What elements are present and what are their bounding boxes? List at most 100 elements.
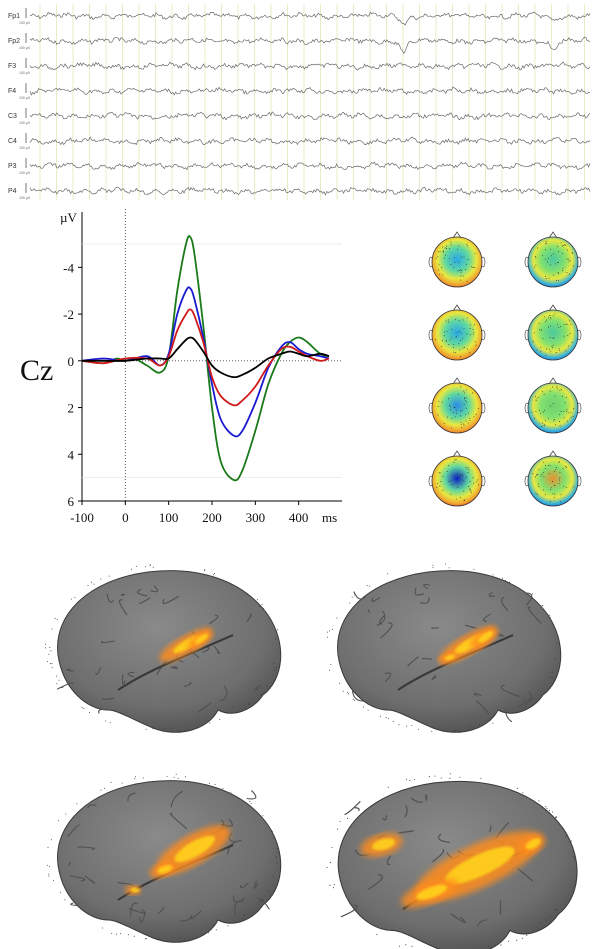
electrode-dot bbox=[459, 496, 461, 498]
speckle bbox=[271, 830, 273, 832]
electrode-dot bbox=[559, 461, 561, 463]
speckle bbox=[50, 663, 51, 665]
electrode-dot bbox=[460, 386, 462, 388]
electrode-dot bbox=[460, 474, 461, 476]
sulcus bbox=[179, 914, 193, 922]
electrode-dot bbox=[547, 317, 549, 319]
nose-icon bbox=[452, 304, 462, 312]
speckle bbox=[51, 628, 53, 630]
speckle bbox=[275, 666, 277, 668]
speckle bbox=[387, 718, 389, 720]
electrode-dot bbox=[465, 397, 467, 399]
electrode-dot bbox=[470, 490, 472, 492]
electrode-dot bbox=[469, 419, 471, 421]
electrode-dot bbox=[473, 482, 475, 484]
electrode-dot bbox=[450, 409, 451, 411]
speckle bbox=[242, 917, 244, 919]
electrode-dot bbox=[562, 395, 563, 397]
sulcus bbox=[523, 697, 534, 703]
electrode-dot bbox=[541, 473, 543, 475]
sulcus bbox=[423, 583, 430, 590]
sulcus bbox=[221, 818, 233, 827]
sulcus bbox=[128, 908, 146, 914]
sulcus bbox=[87, 804, 97, 808]
speckle bbox=[347, 691, 349, 693]
electrode-dot bbox=[532, 473, 534, 475]
sulcus bbox=[106, 593, 114, 603]
speckle bbox=[275, 638, 277, 640]
electrode-dot bbox=[456, 248, 458, 250]
electrode-dot bbox=[441, 274, 443, 276]
speckle bbox=[573, 856, 575, 858]
electrode-dot bbox=[559, 325, 561, 327]
scalp-map bbox=[431, 309, 483, 361]
electrode-dot bbox=[568, 260, 570, 262]
speckle bbox=[56, 683, 58, 685]
electrode-dot bbox=[448, 321, 449, 323]
speckle bbox=[414, 779, 416, 781]
electrode-dot bbox=[544, 249, 546, 251]
electrode-dot bbox=[455, 335, 457, 337]
electrode-dot bbox=[462, 347, 464, 349]
electrode-dot bbox=[555, 352, 557, 353]
speckle bbox=[479, 724, 481, 726]
speckle bbox=[537, 602, 539, 604]
electrode-dot bbox=[542, 338, 544, 340]
electrode-dot bbox=[469, 489, 471, 491]
electrode-dot bbox=[460, 332, 462, 334]
electrode-dot bbox=[463, 256, 465, 258]
electrode-dot bbox=[570, 412, 572, 414]
electrode-dot bbox=[568, 345, 570, 347]
electrode-dot bbox=[469, 488, 471, 490]
electrode-dot bbox=[549, 390, 551, 392]
sulcus bbox=[233, 895, 246, 903]
speckle bbox=[121, 782, 123, 784]
electrode-dot bbox=[448, 319, 450, 321]
electrode-dot bbox=[566, 323, 568, 325]
sulcus bbox=[450, 913, 466, 924]
electrode-dot bbox=[458, 320, 460, 322]
electrode-dot bbox=[461, 427, 463, 429]
speckle bbox=[346, 817, 349, 820]
electrode-dot bbox=[451, 427, 453, 429]
electrode-dot bbox=[535, 264, 537, 266]
electrode-dot bbox=[473, 331, 475, 333]
speckle bbox=[339, 820, 341, 822]
speckle bbox=[109, 722, 111, 723]
sulcus bbox=[367, 609, 371, 614]
electrode-dot bbox=[544, 494, 546, 496]
x-tick-label: 300 bbox=[246, 510, 266, 525]
electrode-dot bbox=[556, 246, 558, 248]
electrode-dot bbox=[563, 410, 565, 412]
electrode-dot bbox=[531, 411, 533, 413]
electrode-dot bbox=[442, 246, 444, 248]
electrode-dot bbox=[573, 408, 575, 410]
electrode-dot bbox=[550, 325, 551, 327]
speckle bbox=[243, 914, 245, 916]
sulcus bbox=[169, 812, 188, 830]
electrode-dot bbox=[457, 486, 459, 488]
sulcus bbox=[407, 656, 419, 667]
electrode-dot bbox=[558, 479, 560, 481]
electrode-dot bbox=[443, 251, 444, 253]
speckle bbox=[352, 698, 354, 700]
speckle bbox=[145, 728, 147, 730]
electrode-dot bbox=[462, 338, 464, 340]
sulcus bbox=[425, 794, 428, 801]
electrode-dot bbox=[559, 421, 561, 422]
electrode-dot bbox=[571, 341, 573, 343]
sulcus bbox=[69, 875, 86, 882]
electrode-dot bbox=[444, 247, 446, 249]
speckle bbox=[449, 773, 451, 775]
sulcus bbox=[84, 875, 96, 884]
speckle bbox=[116, 933, 118, 935]
speckle bbox=[145, 938, 147, 940]
speckle bbox=[149, 565, 151, 567]
sylvian-fissure bbox=[117, 633, 234, 691]
speckle bbox=[100, 578, 102, 580]
scale-label: 100 µV bbox=[19, 46, 31, 50]
speckle bbox=[163, 727, 165, 729]
electrode-dot bbox=[474, 252, 476, 254]
topomap-head bbox=[524, 304, 582, 361]
nose-icon bbox=[548, 377, 558, 385]
